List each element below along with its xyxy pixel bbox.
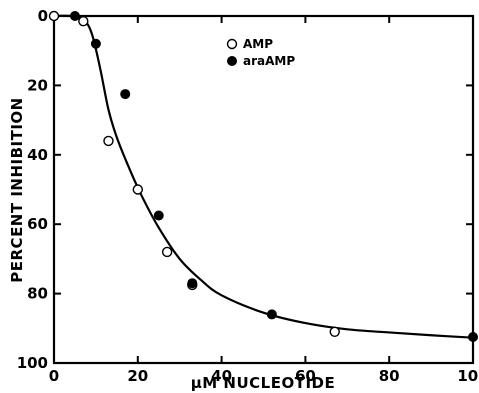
y-tick-label: 60 [27,215,48,233]
legend-marker-amp [226,38,238,50]
plot-frame [52,14,475,365]
legend: AMP araAMP [226,37,295,68]
y-tick-label: 20 [27,76,48,94]
y-axis-title: PERCENT INHIBITION [8,97,26,282]
x-tick-label: 60 [295,367,316,385]
legend-label-amp: AMP [243,37,273,51]
legend-label-araamp: araAMP [243,54,295,68]
fit-curve [53,14,474,339]
x-tick-label: 40 [211,367,232,385]
amp-point [329,326,340,337]
axis-ticks [53,15,474,364]
amp-point [48,10,60,22]
y-tick-label: 100 [17,354,48,372]
y-tick-labels: 0 20 40 60 80 100 [17,7,48,372]
x-tick-label: 100 [457,367,479,385]
araamp-point [90,38,101,49]
amp-point [161,246,173,258]
x-tick-label: 80 [379,367,400,385]
amp-point [78,16,89,27]
araamp-point [468,331,478,342]
amp-point [103,135,114,147]
legend-marker-araamp [227,56,237,66]
araamp-point [187,278,198,289]
araamp-point [153,210,164,221]
data-points [48,10,478,342]
x-tick-labels: 0 20 40 60 80 100 [49,367,479,385]
araamp-point [120,89,131,100]
x-tick-label: 20 [127,367,148,385]
araamp-point [69,11,80,21]
x-tick-label: 0 [49,367,59,385]
y-tick-label: 80 [27,285,48,303]
amp-point [132,184,144,195]
y-tick-label: 0 [38,7,48,25]
x-axis-title: μM NUCLEOTIDE [191,374,336,392]
y-tick-label: 40 [27,146,48,164]
araamp-point [266,309,277,320]
